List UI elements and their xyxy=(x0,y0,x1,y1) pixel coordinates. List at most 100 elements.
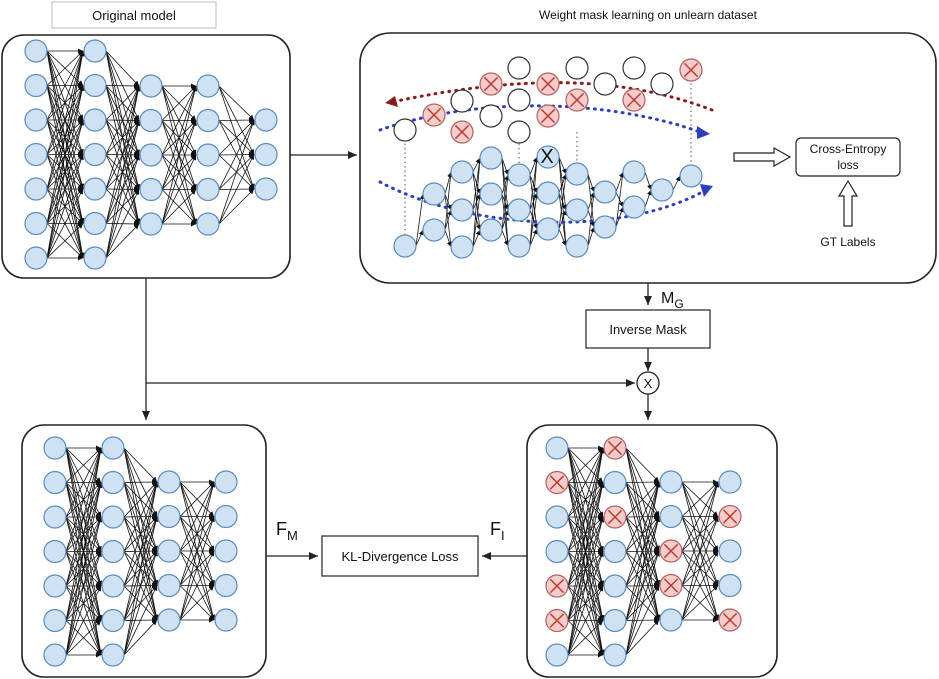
neuron xyxy=(101,643,125,667)
original-model-network xyxy=(24,39,278,270)
neuron xyxy=(196,177,220,202)
neuron xyxy=(101,539,125,564)
neuron xyxy=(83,246,107,270)
connection-edge xyxy=(567,585,604,656)
connection-edge xyxy=(161,154,197,225)
connection-edge xyxy=(567,482,605,656)
connection-edge xyxy=(529,174,538,194)
neuron xyxy=(24,211,48,236)
connection-edge xyxy=(472,171,482,231)
neuron xyxy=(422,218,446,242)
connection-edge xyxy=(567,447,604,518)
connection-edge xyxy=(123,481,158,587)
connection-edge xyxy=(529,156,538,176)
connection-edge xyxy=(46,50,84,86)
connection-edge xyxy=(105,85,140,190)
red-arrowhead-icon xyxy=(385,96,398,107)
neuron xyxy=(43,436,67,460)
neuron xyxy=(507,56,531,80)
connection-edge xyxy=(625,619,660,656)
neuron xyxy=(43,539,67,564)
red-dotted-curve xyxy=(390,81,714,112)
connection-edge xyxy=(179,481,215,552)
neuron xyxy=(650,178,674,202)
original-model-title-box xyxy=(51,1,217,29)
connection-edge xyxy=(179,585,215,621)
mask-cross-icon xyxy=(540,76,556,92)
connection-edge xyxy=(625,481,661,656)
connection-edge xyxy=(567,447,605,587)
mask-cross-icon xyxy=(540,108,556,124)
connection-edge xyxy=(558,156,569,247)
mask-cross-icon xyxy=(663,543,679,559)
connection-edge xyxy=(625,447,660,483)
neuron xyxy=(603,643,627,667)
neuron xyxy=(254,108,278,132)
connection-edge xyxy=(179,481,215,517)
connection-edge xyxy=(161,85,197,121)
neuron xyxy=(214,539,238,563)
neuron xyxy=(479,182,503,206)
connection-edge xyxy=(415,193,425,247)
connection-edge xyxy=(625,550,660,656)
gt-labels: GT Labels xyxy=(820,235,875,249)
connection-edge xyxy=(105,154,140,259)
neuron xyxy=(536,181,560,205)
connection-edge xyxy=(625,481,660,552)
neuron xyxy=(214,573,238,598)
connection-edge xyxy=(567,447,604,483)
neuron xyxy=(24,177,48,201)
connection-edge xyxy=(46,223,84,259)
hollow-arrow-right xyxy=(733,146,792,168)
mask-cross-icon xyxy=(549,613,565,628)
connection-edge xyxy=(123,619,158,656)
connection-edge xyxy=(65,482,103,656)
connection-edge xyxy=(65,447,103,587)
neuron xyxy=(622,160,646,184)
neuron xyxy=(679,164,703,188)
neuron xyxy=(24,108,48,132)
connection-edge xyxy=(681,516,719,621)
neuron xyxy=(507,234,531,258)
connection-edge xyxy=(46,85,85,259)
neuron xyxy=(622,56,646,80)
neuron xyxy=(43,608,67,633)
weight-mask-network xyxy=(378,56,714,259)
neuron xyxy=(603,608,627,633)
connection-edge xyxy=(501,157,509,176)
connection-edge xyxy=(123,516,159,656)
neuron xyxy=(157,539,181,563)
connection-edge xyxy=(46,188,84,259)
neuron xyxy=(83,142,107,167)
connection-edge xyxy=(218,117,255,123)
inverse-masked-network xyxy=(545,436,742,667)
connection-edge xyxy=(644,171,652,191)
neuron xyxy=(603,470,627,495)
connection-edge xyxy=(501,157,511,247)
hollow-arrow-up xyxy=(837,179,859,227)
mask-cross-icon xyxy=(569,92,585,108)
neuron xyxy=(718,539,742,563)
mask-cross-icon xyxy=(549,578,565,594)
neuron xyxy=(603,574,627,598)
neuron xyxy=(450,235,474,259)
connection-edge xyxy=(567,516,605,656)
neuron xyxy=(254,142,278,167)
connection-edge xyxy=(179,481,215,586)
connection-edge xyxy=(615,191,624,208)
connection-edge xyxy=(65,551,102,656)
connection-edge xyxy=(681,585,719,621)
connection-edge xyxy=(558,156,567,175)
connection-edge xyxy=(218,154,255,225)
neuron xyxy=(139,212,163,236)
fm-label: FM xyxy=(276,519,298,543)
mask-cross-icon xyxy=(626,92,642,108)
neuron xyxy=(24,73,48,98)
connection-edge xyxy=(123,447,158,483)
connection-edge xyxy=(161,189,197,225)
connection-edge xyxy=(65,447,102,483)
neuron xyxy=(450,198,474,222)
mask-cross-icon xyxy=(454,124,470,140)
connection-edge xyxy=(179,550,215,621)
